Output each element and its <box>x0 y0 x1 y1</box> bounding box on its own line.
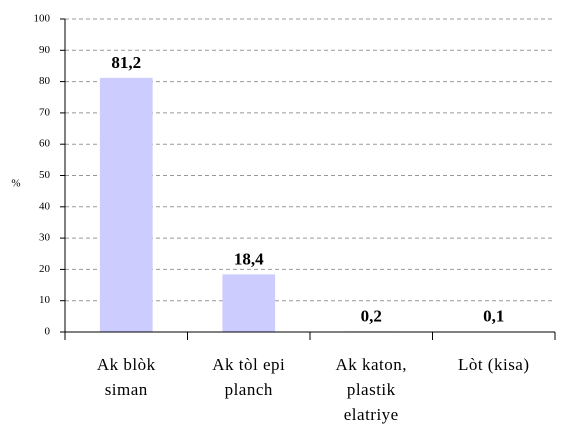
y-tick-label: 100 <box>34 13 51 25</box>
bar <box>222 274 276 332</box>
bar <box>99 77 153 333</box>
x-tick-label: Ak katon, plastik elatriye <box>335 355 408 424</box>
x-tick-label-box: Ak tòl epi planch <box>212 355 286 399</box>
value-label: 18,4 <box>234 249 264 268</box>
x-tick-label: Ak blòk siman <box>96 355 156 399</box>
y-tick-label: 40 <box>39 200 51 212</box>
y-tick-label: 80 <box>39 75 51 87</box>
y-tick-label: 30 <box>39 232 51 244</box>
x-tick-label: Ak tòl epi planch <box>212 355 286 399</box>
y-tick-label: 10 <box>39 294 51 306</box>
value-label: 0,1 <box>483 307 504 326</box>
y-tick-label: 0 <box>45 326 51 338</box>
value-label: 0,2 <box>361 306 382 325</box>
x-tick-label-box: Ak blòk siman <box>96 355 156 399</box>
x-tick-label: Lòt (kisa) <box>457 355 530 374</box>
y-tick-label: 50 <box>39 169 51 181</box>
y-tick-label: 20 <box>39 263 51 275</box>
y-tick-label: 70 <box>39 106 51 118</box>
x-tick-label-box: Lòt (kisa) <box>457 355 530 374</box>
y-tick-label: 60 <box>39 138 51 150</box>
x-tick-label-box: Ak katon, plastik elatriye <box>335 355 408 424</box>
y-axis-label: % <box>11 178 20 190</box>
y-tick-label: 90 <box>39 44 51 56</box>
value-label: 81,2 <box>111 53 141 72</box>
